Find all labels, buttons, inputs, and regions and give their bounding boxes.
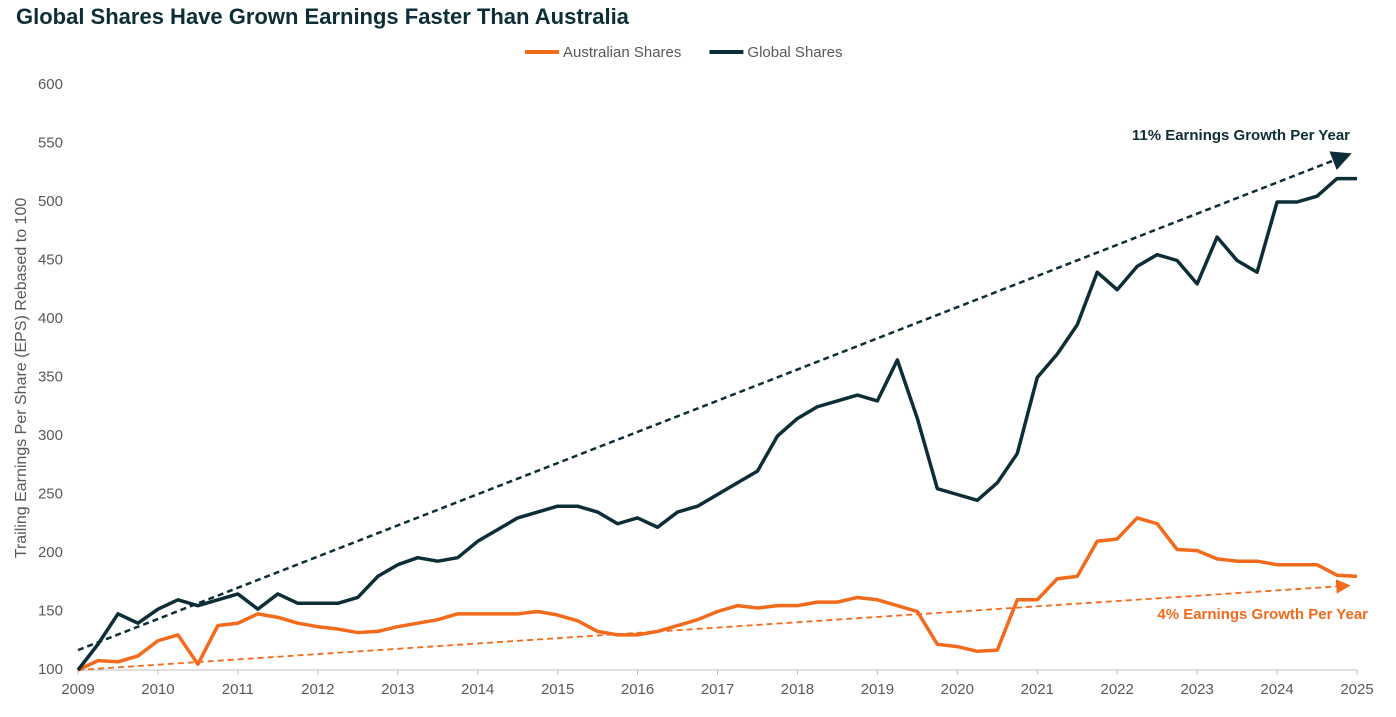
x-tick-label: 2024 (1260, 681, 1293, 698)
trend-line (77, 579, 1351, 671)
legend-label: Australian Shares (563, 44, 681, 61)
x-tick-label: 2019 (861, 681, 894, 698)
x-tick-label: 2015 (541, 681, 574, 698)
y-tick-label: 300 (38, 427, 63, 444)
y-tick-label: 150 (38, 602, 63, 619)
x-tick-label: 2017 (701, 681, 734, 698)
x-tick-label: 2014 (461, 681, 494, 698)
x-tick-label: 2021 (1021, 681, 1054, 698)
y-tick-label: 600 (38, 76, 63, 93)
y-tick-label: 350 (38, 368, 63, 385)
x-tick-label: 2011 (222, 681, 254, 698)
x-tick-label: 2022 (1101, 681, 1134, 698)
x-tick-label: 2009 (61, 681, 94, 698)
legend-label: Global Shares (747, 44, 842, 61)
x-tick-label: 2020 (941, 681, 974, 698)
line-series (76, 176, 1357, 672)
y-axis-label: Trailing Earnings Per Share (EPS) Rebase… (13, 198, 30, 559)
annotation: 4% Earnings Growth Per Year (1157, 606, 1368, 623)
x-tick-label: 2018 (781, 681, 814, 698)
x-tick-label: 2025 (1340, 681, 1373, 698)
line-series (77, 516, 1358, 672)
y-tick-label: 200 (38, 544, 63, 561)
y-tick-label: 100 (38, 661, 63, 678)
annotation: 11% Earnings Growth Per Year (1132, 127, 1350, 144)
y-tick-label: 250 (38, 485, 63, 502)
y-tick-label: 450 (38, 251, 63, 268)
x-tick-label: 2010 (141, 681, 174, 698)
x-tick-label: 2016 (621, 681, 654, 698)
y-tick-label: 500 (38, 193, 63, 210)
x-tick-label: 2023 (1180, 681, 1213, 698)
x-tick-label: 2013 (381, 681, 414, 698)
trend-line (77, 151, 1352, 652)
y-tick-label: 550 (38, 134, 63, 151)
y-tick-label: 400 (38, 310, 63, 327)
x-tick-label: 2012 (301, 681, 334, 698)
chart-title: Global Shares Have Grown Earnings Faster… (16, 4, 630, 29)
